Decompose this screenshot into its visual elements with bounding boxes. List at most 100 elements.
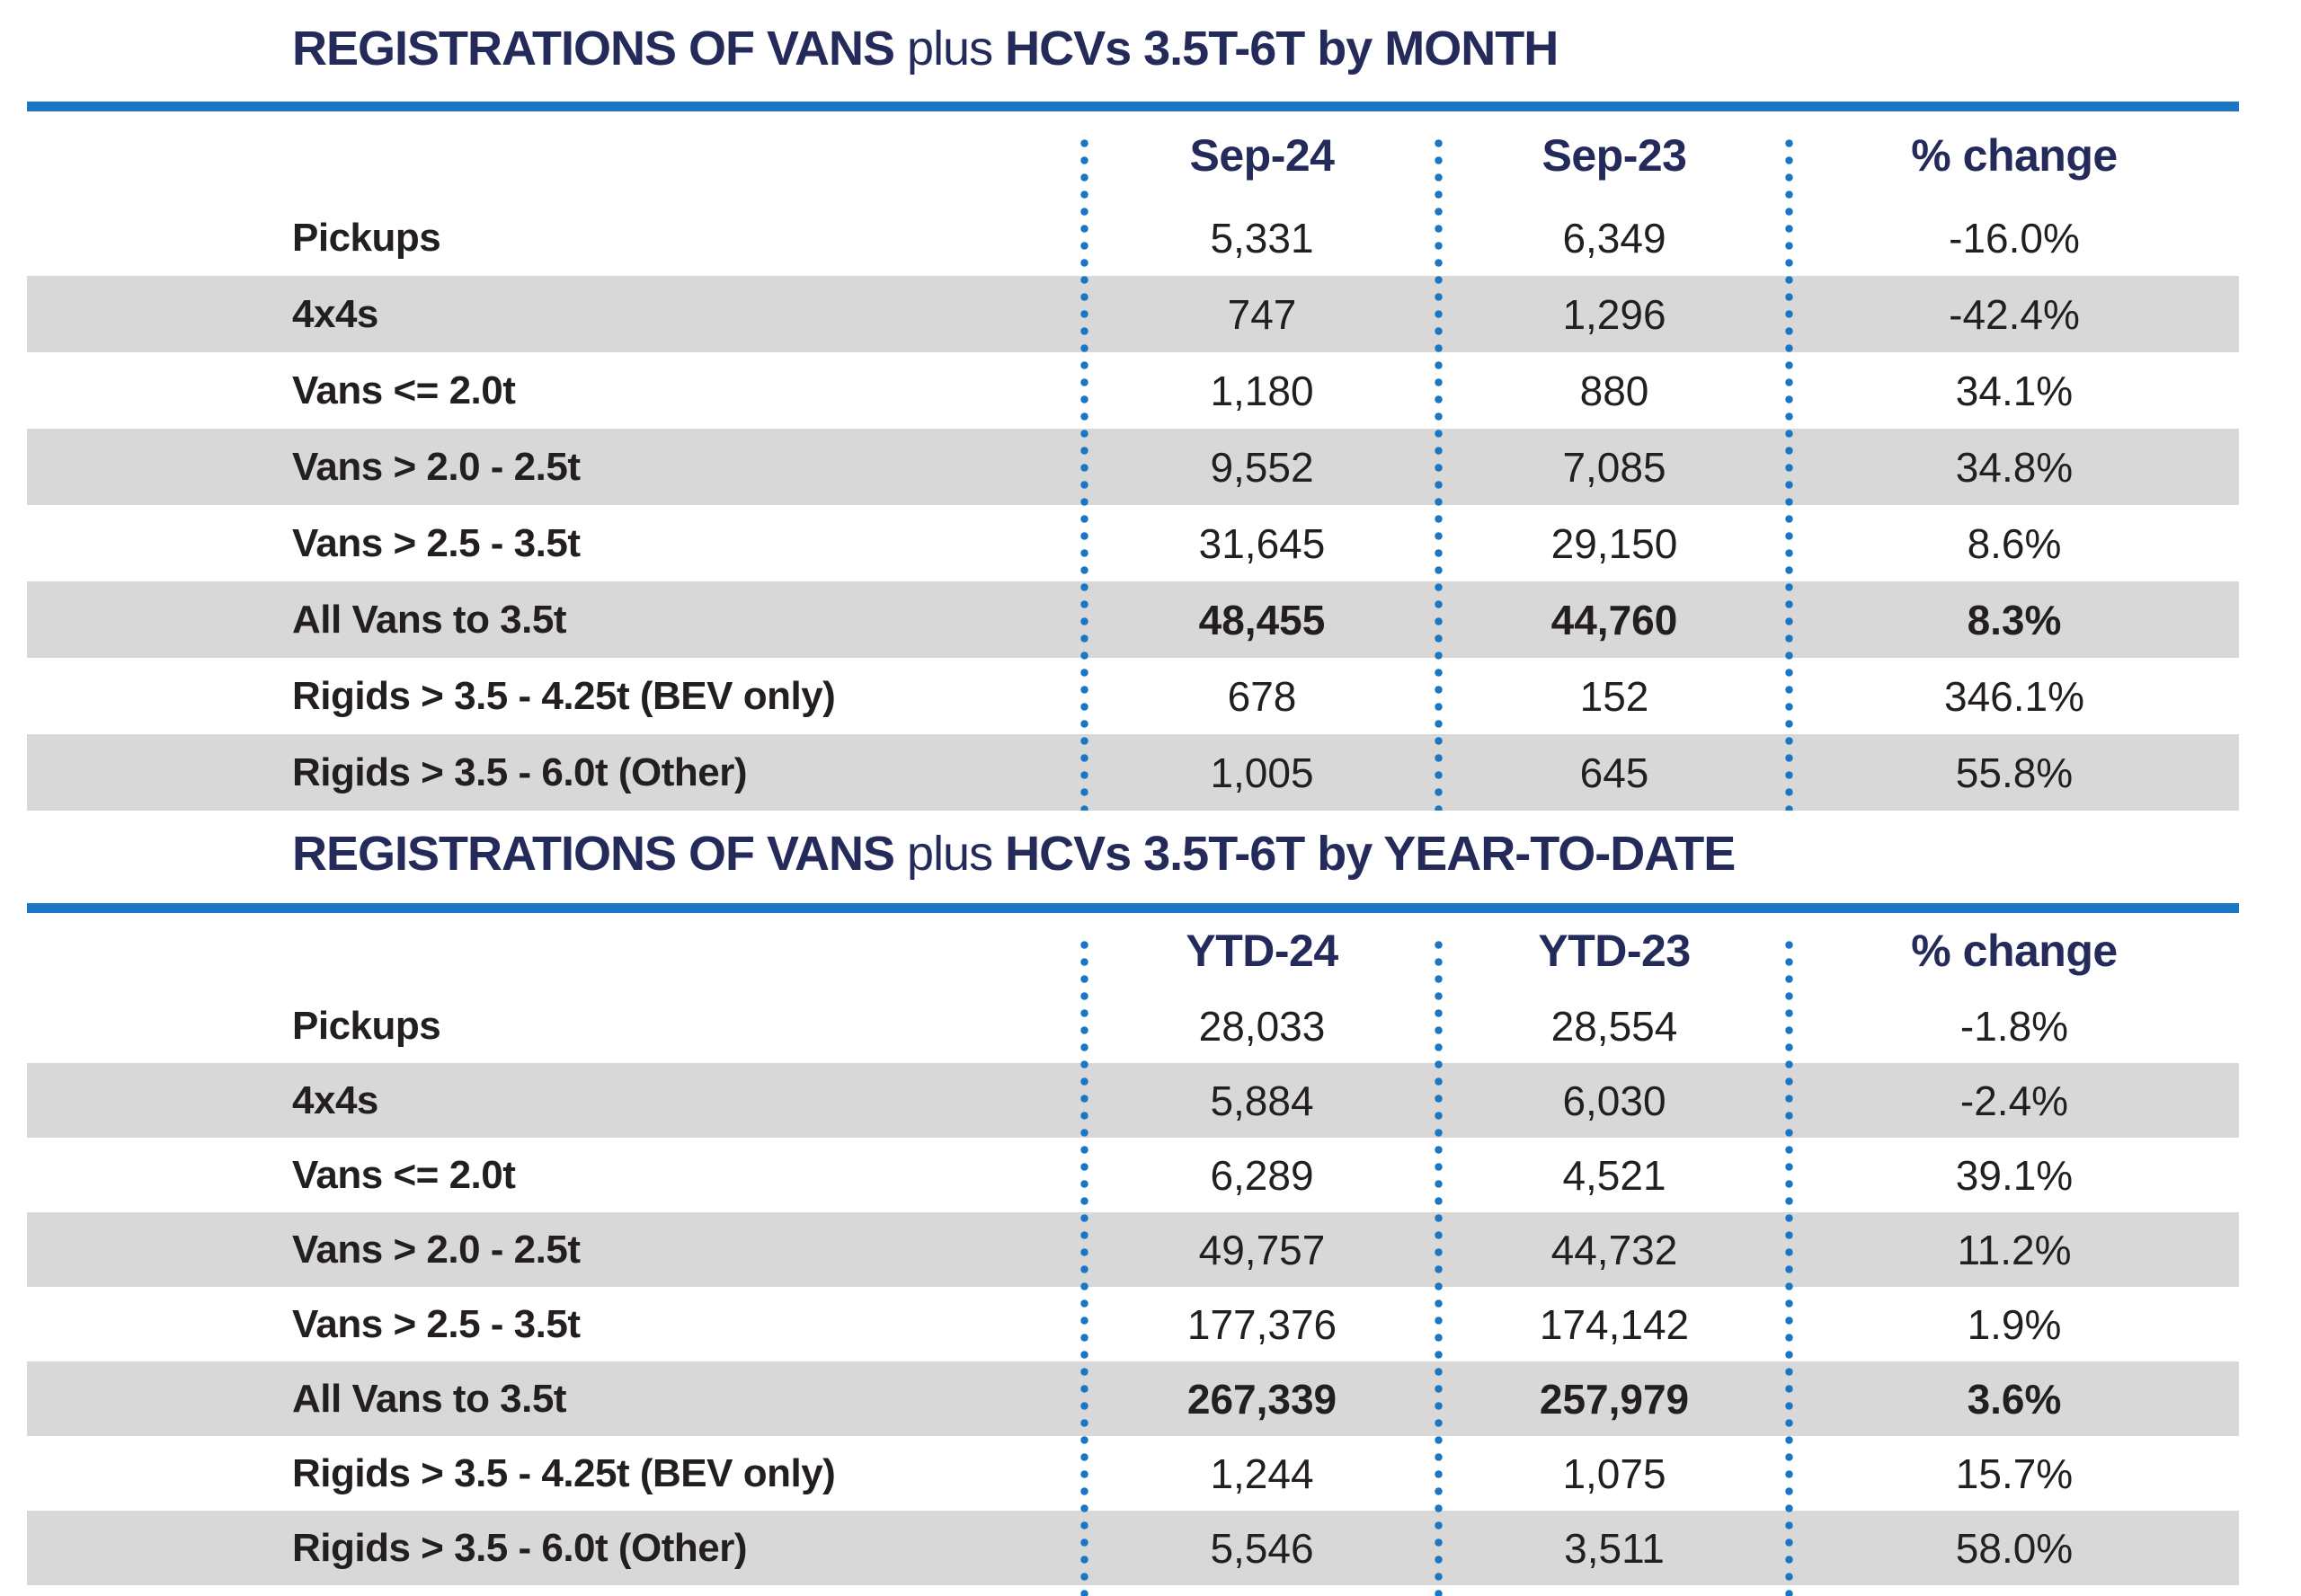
- table-row: Vans > 2.0 - 2.5t 49,757 44,732 11.2%: [27, 1212, 2239, 1287]
- table-row: Pickups 28,033 28,554 -1.8%: [27, 989, 2239, 1063]
- value-pct-change: 1.9%: [1967, 1300, 2062, 1348]
- column-header-pct-change: % change: [1911, 130, 2118, 181]
- value-ytd24: 28,033: [1198, 1002, 1326, 1050]
- row-label: Vans <= 2.0t: [292, 368, 516, 412]
- row-label: Pickups: [292, 1003, 441, 1048]
- table-row: Vans > 2.5 - 3.5t 177,376 174,142 1.9%: [27, 1287, 2239, 1361]
- table-row: 4x4s 5,884 6,030 -2.4%: [27, 1063, 2239, 1138]
- title-bold-end: HCVs 3.5T-6T by MONTH: [1005, 22, 1559, 75]
- table-row: Vans <= 2.0t 1,180 880 34.1%: [27, 352, 2239, 429]
- title-bold-start: REGISTRATIONS OF VANS: [292, 22, 895, 75]
- value-sep23: 152: [1579, 672, 1649, 720]
- column-header-ytd-24: YTD-24: [1186, 926, 1338, 976]
- column-separator-dotted: [1435, 936, 1443, 1596]
- value-sep24: 48,455: [1198, 596, 1326, 643]
- value-ytd24: 1,244: [1210, 1450, 1314, 1497]
- value-pct-change: 3.6%: [1967, 1375, 2062, 1423]
- table-row: Rigids > 3.5 - 6.0t (Other) 1,005 645 55…: [27, 734, 2239, 811]
- value-sep23: 44,760: [1550, 596, 1678, 643]
- row-label: Vans > 2.0 - 2.5t: [292, 1227, 581, 1272]
- row-label: Vans > 2.0 - 2.5t: [292, 444, 581, 489]
- row-label: Rigids > 3.5 - 4.25t (BEV only): [292, 673, 836, 718]
- ytd-header-rule: [27, 903, 2239, 913]
- value-pct-change: 15.7%: [1955, 1450, 2074, 1497]
- value-sep23: 29,150: [1550, 519, 1678, 567]
- value-sep23: 1,296: [1562, 290, 1666, 338]
- row-label: Rigids > 3.5 - 4.25t (BEV only): [292, 1450, 836, 1495]
- row-label: Vans <= 2.0t: [292, 1152, 516, 1197]
- table-row: Vans <= 2.0t 6,289 4,521 39.1%: [27, 1138, 2239, 1212]
- column-header-sep-23: Sep-23: [1541, 130, 1687, 181]
- column-separator-dotted: [1435, 135, 1443, 811]
- row-label: All Vans to 3.5t: [292, 1376, 566, 1421]
- monthly-table: Sep-24 Sep-23 % change Pickups 5,331 6,3…: [27, 111, 2239, 811]
- value-sep24: 747: [1227, 290, 1297, 338]
- value-ytd23: 174,142: [1539, 1300, 1690, 1348]
- value-sep24: 1,005: [1210, 749, 1314, 796]
- value-ytd24: 49,757: [1198, 1226, 1326, 1273]
- title-light-word: plus: [907, 827, 993, 881]
- column-separator-dotted: [1785, 936, 1793, 1596]
- value-pct-change: 8.6%: [1967, 519, 2062, 567]
- table-row: Pickups 5,331 6,349 -16.0%: [27, 200, 2239, 276]
- table-row-summary: All Vans to 3.5t 48,455 44,760 8.3%: [27, 581, 2239, 658]
- value-pct-change: 39.1%: [1955, 1151, 2074, 1199]
- column-separator-dotted: [1785, 135, 1793, 811]
- value-pct-change: 34.1%: [1955, 367, 2074, 414]
- value-pct-change: 346.1%: [1943, 672, 2084, 720]
- table-row: Rigids > 3.5 - 4.25t (BEV only) 678 152 …: [27, 658, 2239, 734]
- value-sep23: 6,349: [1562, 214, 1666, 262]
- value-pct-change: -16.0%: [1949, 214, 2080, 262]
- value-ytd23: 6,030: [1562, 1077, 1666, 1124]
- value-ytd23: 28,554: [1550, 1002, 1678, 1050]
- row-label: Vans > 2.5 - 3.5t: [292, 1301, 581, 1346]
- value-pct-change: 11.2%: [1957, 1226, 2072, 1273]
- table-row: Vans > 2.0 - 2.5t 9,552 7,085 34.8%: [27, 429, 2239, 505]
- ytd-table-header-row: YTD-24 YTD-23 % change: [27, 913, 2239, 989]
- value-sep23: 645: [1579, 749, 1649, 796]
- row-label: 4x4s: [292, 291, 378, 336]
- value-pct-change: -42.4%: [1949, 290, 2080, 338]
- value-pct-change: -1.8%: [1959, 1002, 2069, 1050]
- ytd-table-title: REGISTRATIONS OF VANS plus HCVs 3.5T-6T by…: [292, 827, 1736, 881]
- value-sep24: 5,331: [1210, 214, 1314, 262]
- value-pct-change: 34.8%: [1955, 443, 2074, 491]
- value-pct-change: 58.0%: [1955, 1524, 2074, 1572]
- column-header-pct-change: % change: [1911, 926, 2118, 976]
- monthly-table-header-row: Sep-24 Sep-23 % change: [27, 111, 2239, 200]
- row-label: Rigids > 3.5 - 6.0t (Other): [292, 1525, 748, 1570]
- value-ytd23: 4,521: [1562, 1151, 1666, 1199]
- value-ytd24: 5,884: [1210, 1077, 1314, 1124]
- title-bold-end: HCVs 3.5T-6T by YEAR-TO-DATE: [1005, 827, 1736, 881]
- row-label: 4x4s: [292, 1077, 378, 1122]
- table-row: Rigids > 3.5 - 4.25t (BEV only) 1,244 1,…: [27, 1436, 2239, 1511]
- table-row: Vans > 2.5 - 3.5t 31,645 29,150 8.6%: [27, 505, 2239, 581]
- table-row: 4x4s 747 1,296 -42.4%: [27, 276, 2239, 352]
- value-ytd24: 267,339: [1186, 1375, 1337, 1423]
- value-ytd23: 44,732: [1550, 1226, 1678, 1273]
- column-separator-dotted: [1080, 936, 1088, 1596]
- value-sep24: 678: [1227, 672, 1297, 720]
- row-label: Pickups: [292, 215, 441, 260]
- value-ytd24: 5,546: [1210, 1524, 1314, 1572]
- column-header-sep-24: Sep-24: [1189, 130, 1335, 181]
- value-ytd24: 6,289: [1210, 1151, 1314, 1199]
- table-row-summary: All Vans to 3.5t 267,339 257,979 3.6%: [27, 1361, 2239, 1436]
- row-label: Vans > 2.5 - 3.5t: [292, 520, 581, 565]
- monthly-table-title: REGISTRATIONS OF VANS plus HCVs 3.5T-6T by…: [292, 22, 1559, 75]
- value-sep23: 7,085: [1562, 443, 1666, 491]
- value-ytd23: 3,511: [1564, 1524, 1665, 1572]
- monthly-header-rule: [27, 102, 2239, 111]
- value-pct-change: -2.4%: [1959, 1077, 2069, 1124]
- value-sep23: 880: [1579, 367, 1649, 414]
- table-row: Rigids > 3.5 - 6.0t (Other) 5,546 3,511 …: [27, 1511, 2239, 1585]
- title-bold-start: REGISTRATIONS OF VANS: [292, 827, 895, 881]
- column-separator-dotted: [1080, 135, 1088, 811]
- row-label: Rigids > 3.5 - 6.0t (Other): [292, 749, 748, 794]
- title-light-word: plus: [907, 22, 993, 75]
- value-sep24: 1,180: [1210, 367, 1314, 414]
- column-header-ytd-23: YTD-23: [1538, 926, 1691, 976]
- value-ytd23: 257,979: [1539, 1375, 1690, 1423]
- value-pct-change: 8.3%: [1967, 596, 2062, 643]
